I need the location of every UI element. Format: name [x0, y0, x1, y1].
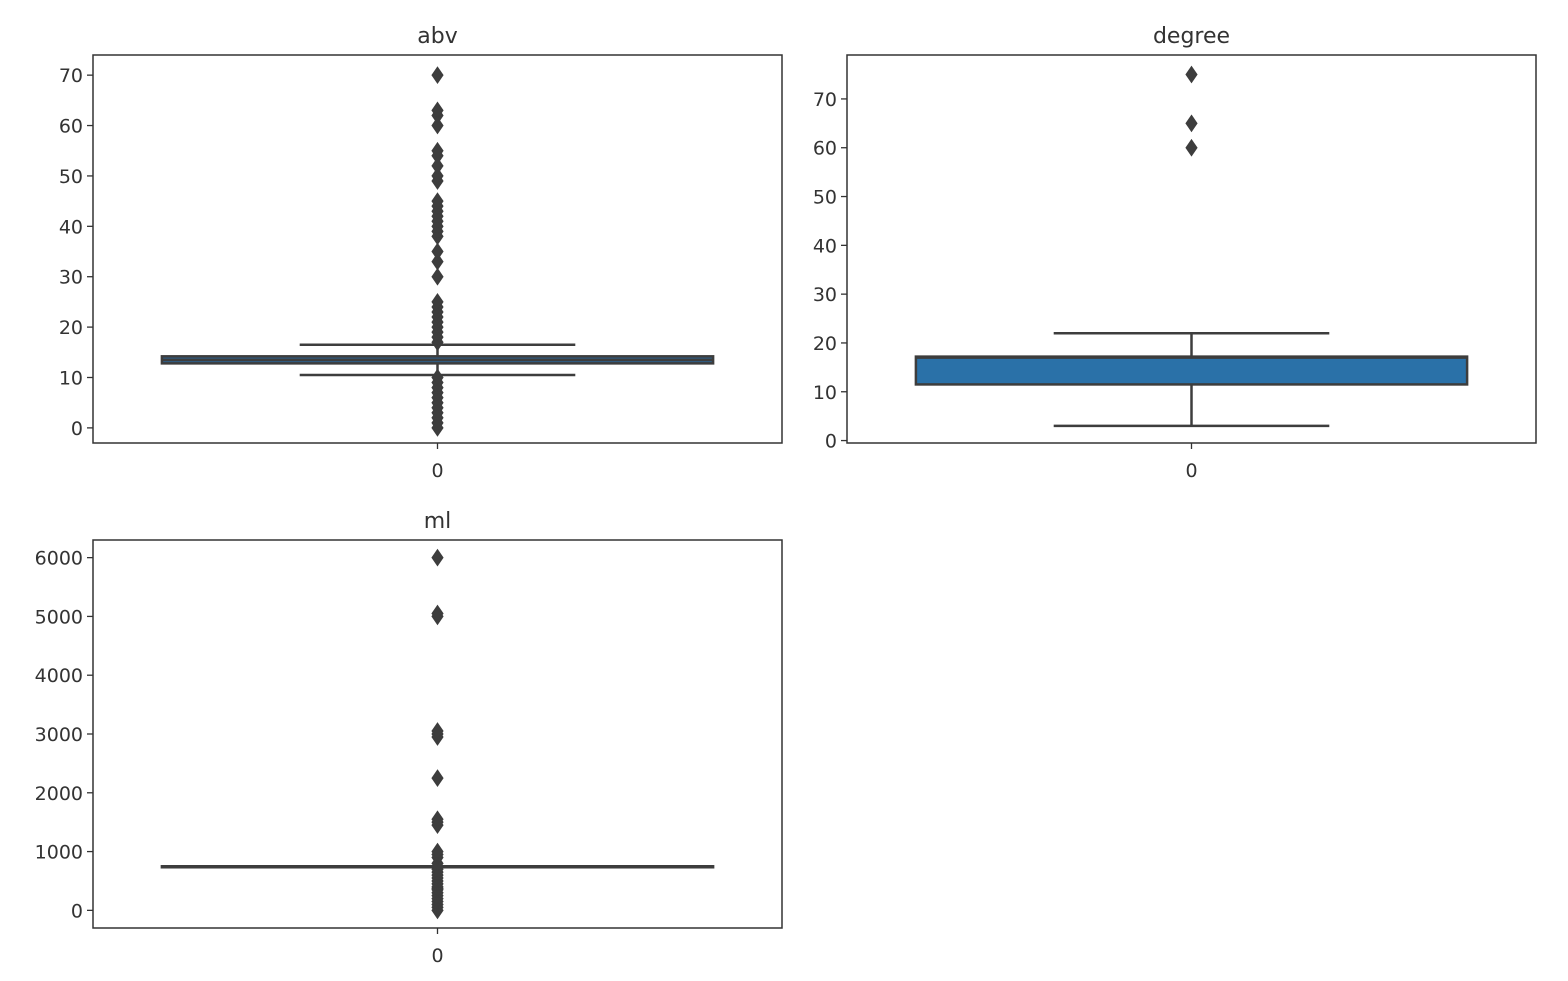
- plot-frame: [92, 54, 783, 444]
- outlier-point: [431, 267, 444, 286]
- outlier-point: [431, 192, 444, 211]
- y-tick-label: 10: [59, 367, 83, 389]
- y-tick-label: 0: [71, 900, 83, 922]
- outlier-point: [1185, 114, 1198, 133]
- y-tick-label: 40: [59, 216, 83, 238]
- iqr-box: [914, 355, 1469, 386]
- outlier-point: [431, 252, 444, 271]
- y-tick-label: 70: [59, 65, 83, 87]
- y-tick-label: 30: [813, 284, 837, 306]
- x-tick-label: 0: [431, 460, 443, 482]
- chart-title: ml: [424, 509, 452, 534]
- outlier-point: [431, 722, 444, 740]
- y-tick-label: 2000: [35, 783, 83, 805]
- outlier-point: [431, 842, 444, 861]
- plot-frame: [846, 54, 1537, 444]
- chart-title: degree: [1153, 24, 1230, 49]
- outlier-point: [1185, 138, 1198, 157]
- y-tick-label: 5000: [35, 606, 83, 628]
- y-tick-label: 10: [813, 382, 837, 404]
- y-tick-label: 30: [59, 267, 83, 289]
- outlier-point: [431, 141, 444, 160]
- y-tick-label: 60: [59, 116, 83, 138]
- outlier-point: [431, 293, 444, 311]
- y-tick-label: 70: [813, 89, 837, 111]
- outlier-point: [431, 769, 444, 787]
- y-tick-label: 20: [813, 333, 837, 355]
- outlier-point: [1185, 65, 1198, 84]
- y-tick-label: 50: [59, 166, 83, 188]
- outlier-point: [431, 368, 444, 387]
- y-tick-label: 4000: [35, 665, 83, 687]
- y-tick-label: 1000: [35, 842, 83, 864]
- outlier-point: [431, 242, 444, 261]
- x-tick-label: 0: [431, 945, 443, 967]
- ml-panel: ml 0 1000 2000 3000 4000 5000 6000 0: [35, 509, 783, 967]
- y-tick-label: 6000: [35, 548, 83, 570]
- y-tick-label: 60: [813, 138, 837, 160]
- outlier-point: [431, 604, 444, 623]
- outlier-point: [431, 101, 444, 120]
- x-tick-label: 0: [1185, 460, 1197, 482]
- plot-frame: [92, 539, 783, 929]
- abv-panel: abv 0 10 20 30 40 50 60 70 0: [59, 24, 783, 482]
- y-tick-label: 0: [71, 418, 83, 440]
- outlier-point: [431, 156, 444, 175]
- y-tick-label: 50: [813, 187, 837, 209]
- degree-panel: degree 0 10 20 30 40 50 60 70 0: [813, 24, 1537, 482]
- y-tick-label: 20: [59, 317, 83, 339]
- y-tick-label: 3000: [35, 724, 83, 746]
- outlier-point: [431, 116, 444, 135]
- chart-title: abv: [417, 24, 457, 49]
- outlier-point: [431, 810, 444, 829]
- outlier-point: [431, 548, 444, 567]
- outlier-point: [431, 167, 444, 185]
- outlier-point: [431, 66, 444, 85]
- y-tick-label: 0: [825, 431, 837, 453]
- y-tick-label: 40: [813, 235, 837, 257]
